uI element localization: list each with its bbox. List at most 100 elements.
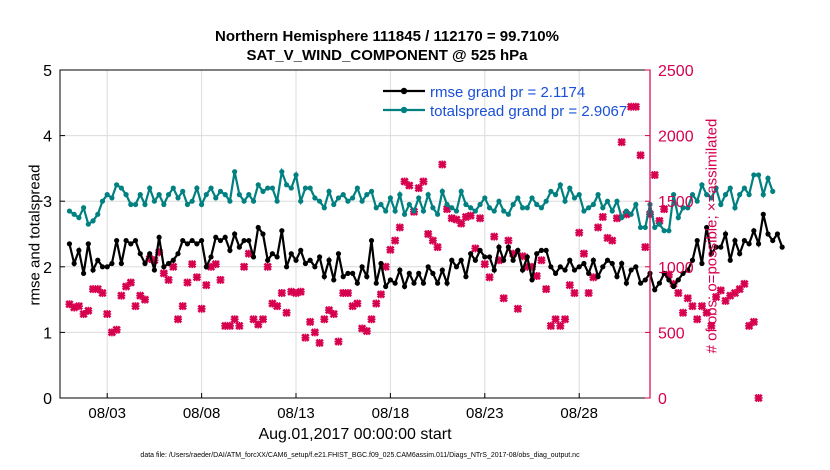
series-totalspread-point xyxy=(232,169,238,175)
series-totalspread-point xyxy=(430,205,436,211)
series-totalspread-point xyxy=(95,211,101,217)
series-rmse-point xyxy=(737,251,743,257)
series-totalspread-point xyxy=(755,172,762,178)
series-totalspread-point xyxy=(114,182,120,188)
series-rmse-point xyxy=(689,257,696,263)
obs-point xyxy=(211,260,220,269)
series-rmse-point xyxy=(430,270,436,276)
y-tick-label-right: 1000 xyxy=(658,260,694,277)
series-totalspread-point xyxy=(576,192,582,198)
series-rmse xyxy=(66,211,785,293)
series-totalspread-point xyxy=(151,198,157,204)
obs-point xyxy=(617,138,626,147)
series-rmse-point xyxy=(90,267,96,273)
series-rmse-point xyxy=(260,231,266,237)
obs-point xyxy=(381,262,390,271)
obs-point xyxy=(641,243,650,252)
series-rmse-point xyxy=(180,237,186,244)
series-totalspread-point xyxy=(482,195,488,201)
series-totalspread-point xyxy=(604,198,611,204)
series-rmse-point xyxy=(652,287,658,293)
legend-marker xyxy=(400,106,408,114)
obs-point xyxy=(117,291,126,300)
series-totalspread-point xyxy=(515,195,521,201)
series-rmse-point xyxy=(401,283,408,290)
obs-point xyxy=(329,309,338,319)
obs-point xyxy=(593,223,603,232)
series-rmse-point xyxy=(283,264,290,270)
series-rmse-point xyxy=(147,251,153,257)
obs-point xyxy=(202,281,211,290)
series-rmse-point xyxy=(722,231,729,237)
obs-point xyxy=(556,321,565,330)
series-rmse-point xyxy=(699,260,705,267)
obs-point xyxy=(693,315,702,324)
series-totalspread-point xyxy=(104,192,110,198)
legend-label: rmse grand pr = 2.1174 xyxy=(430,84,585,101)
obs-point xyxy=(631,102,640,111)
obs-point xyxy=(589,273,598,282)
series-totalspread-point xyxy=(425,192,431,198)
y-ticks-left: 0 1 2 3 4 5 xyxy=(43,63,65,408)
series-rmse-point xyxy=(633,264,639,270)
series-totalspread-point xyxy=(614,198,620,204)
series-totalspread-point xyxy=(704,192,710,198)
obs-point xyxy=(697,302,707,311)
series-totalspread-point xyxy=(642,224,648,231)
obs-point xyxy=(537,256,546,265)
series-totalspread-point xyxy=(118,185,124,191)
series-rmse-point xyxy=(619,260,625,267)
series-rmse-point xyxy=(661,270,667,276)
series-totalspread-point xyxy=(453,208,460,214)
obs-point xyxy=(277,288,286,298)
series-rmse-point xyxy=(760,211,766,217)
series-totalspread-point xyxy=(571,195,578,201)
series-rmse-point xyxy=(114,237,120,244)
series-rmse-point xyxy=(666,277,672,283)
series-rmse-point xyxy=(199,237,205,244)
obs-point xyxy=(343,288,353,298)
series-rmse-point xyxy=(354,280,360,286)
series-totalspread-point xyxy=(331,201,337,208)
series-totalspread-point xyxy=(567,185,573,191)
series-rmse-point xyxy=(491,267,497,273)
obs-point xyxy=(263,262,272,271)
series-rmse-point xyxy=(567,257,573,263)
series-totalspread-point xyxy=(227,198,233,204)
obs-point xyxy=(688,302,697,311)
obs-point xyxy=(560,315,570,324)
series-totalspread-point xyxy=(128,201,134,208)
series-totalspread-point xyxy=(600,205,606,211)
series-rmse-point xyxy=(359,264,365,270)
series-rmse-point xyxy=(416,270,422,276)
series-rmse-point xyxy=(104,264,110,270)
obs-point xyxy=(140,295,150,304)
series-rmse-point xyxy=(378,260,384,267)
series-rmse-point xyxy=(505,244,511,250)
obs-point xyxy=(674,288,683,298)
obs-point xyxy=(702,308,711,317)
series-rmse-point xyxy=(571,267,578,273)
y-tick-label: 1 xyxy=(43,325,52,342)
series-totalspread-point xyxy=(463,201,469,208)
obs-point xyxy=(296,287,305,296)
legend-item: totalspread grand pr = 2.9067 xyxy=(383,103,627,120)
series-rmse-point xyxy=(444,280,450,286)
chart-subtitle: SAT_V_WIND_COMPONENT @ 525 hPa xyxy=(246,47,528,64)
obs-point xyxy=(334,337,343,346)
series-totalspread-point xyxy=(269,185,275,191)
x-tick-label: 08/23 xyxy=(466,405,504,422)
series-totalspread-point xyxy=(534,201,540,208)
series-rmse-point xyxy=(581,260,587,267)
obs-point xyxy=(424,229,433,239)
obs-point xyxy=(457,219,466,228)
series-rmse-point xyxy=(265,257,271,263)
obs-point xyxy=(636,151,645,160)
obs-point xyxy=(513,304,522,313)
series-totalspread-point xyxy=(581,208,587,214)
series-totalspread-point xyxy=(439,188,445,194)
obs-point xyxy=(711,292,721,302)
series-totalspread-point xyxy=(236,192,242,198)
series-rmse-point xyxy=(435,280,441,286)
